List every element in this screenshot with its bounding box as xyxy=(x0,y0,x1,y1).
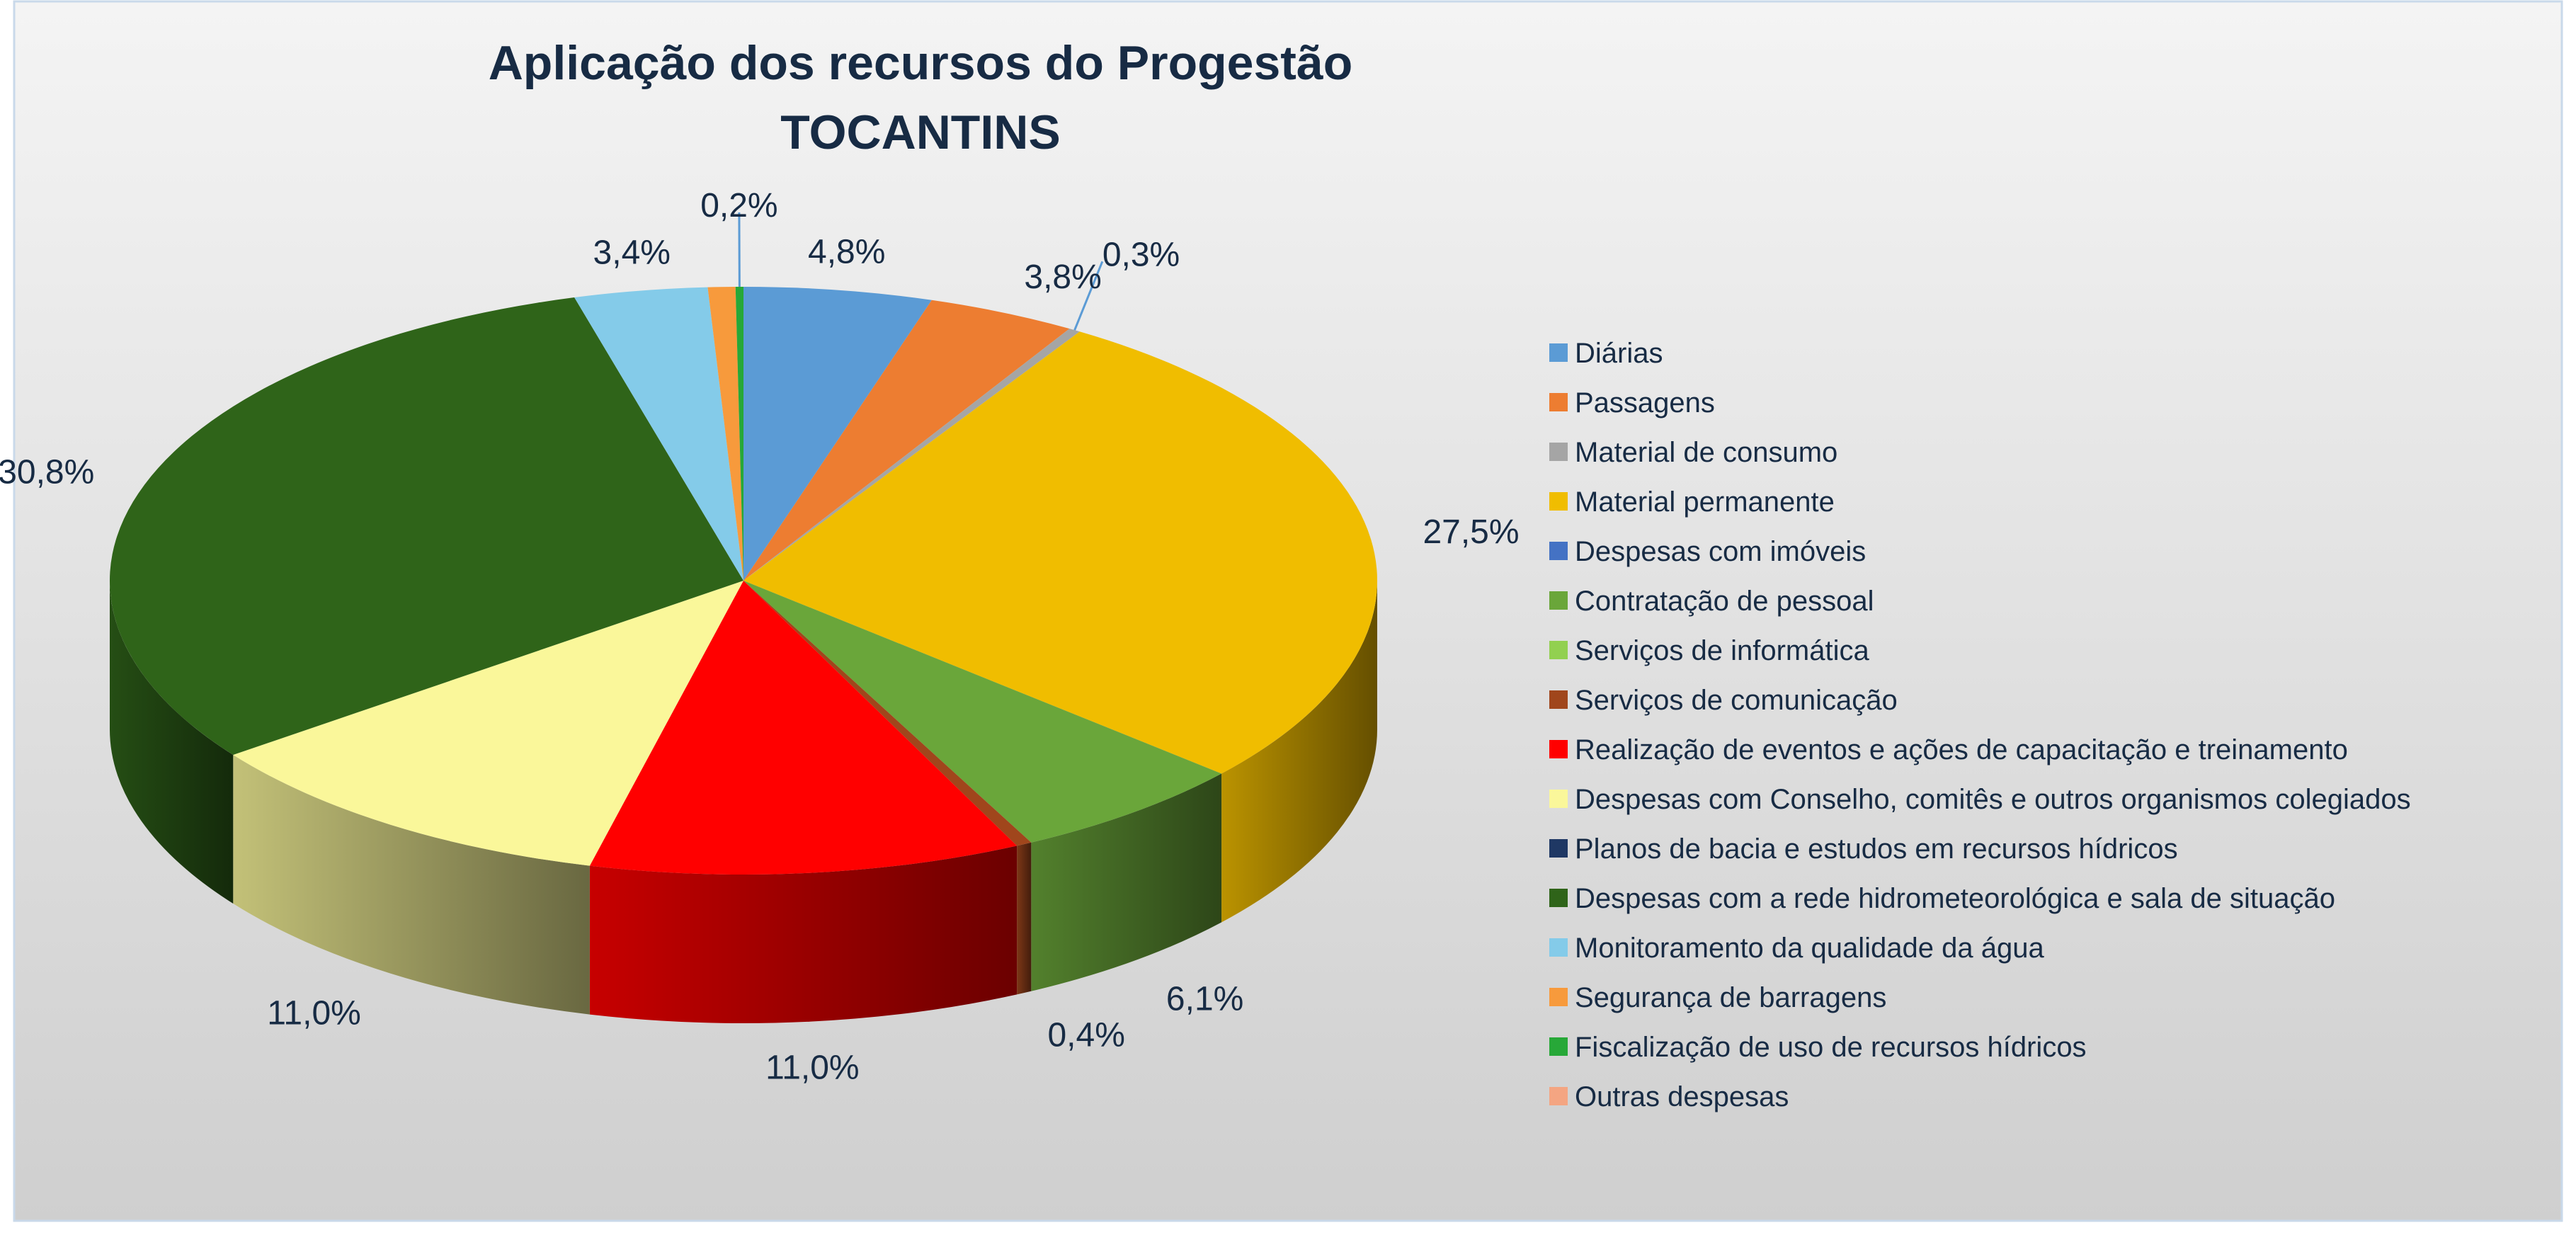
data-label-contratacao-de-pessoal: 6,1% xyxy=(1166,980,1243,1018)
data-label-despesas-com-a-rede-hidrometeorologica-e-sala-de-situacao: 30,8% xyxy=(0,453,94,491)
legend-swatch xyxy=(1549,690,1568,709)
pie-side-contratacao-de-pessoal xyxy=(1031,773,1222,991)
pie-slice-servicos-de-comunicacao xyxy=(743,581,1032,846)
legend: Diárias Passagens Material de consumo Mater… xyxy=(1549,338,2411,1112)
legend-item-despesas-com-a-rede-hidrometeorologica-e-sala-de-situacao: Despesas com a rede hidrometeorológica e… xyxy=(1549,883,2335,914)
pie-sides xyxy=(110,581,1377,1023)
data-label-material-permanente: 27,5% xyxy=(1423,513,1519,551)
pie-slice-despesas-com-conselho-comites-e-outros-organismos-colegiados xyxy=(233,581,743,866)
legend-swatch xyxy=(1549,988,1568,1006)
legend-label: Despesas com Conselho, comitês e outros … xyxy=(1575,784,2411,815)
pie-slice-monitoramento-da-qualidade-da-agua xyxy=(574,287,743,581)
legend-label: Material de consumo xyxy=(1575,437,1837,468)
legend-swatch xyxy=(1549,443,1568,461)
data-label-monitoramento-da-qualidade-da-agua: 3,4% xyxy=(593,234,671,271)
legend-item-contratacao-de-pessoal: Contratação de pessoal xyxy=(1549,586,1874,617)
pie-side-servicos-de-comunicacao xyxy=(1017,842,1032,995)
legend-label: Contratação de pessoal xyxy=(1575,586,1874,617)
legend-label: Despesas com a rede hidrometeorológica e… xyxy=(1575,883,2335,914)
data-label-servicos-de-comunicacao: 0,4% xyxy=(1047,1016,1124,1054)
legend-swatch xyxy=(1549,790,1568,808)
legend-label: Serviços de comunicação xyxy=(1575,685,1898,716)
pie-slice-diarias xyxy=(743,287,932,581)
legend-label: Segurança de barragens xyxy=(1575,982,1886,1013)
chart-title-line-2: TOCANTINS xyxy=(780,106,1060,159)
pie-slice-fiscalizacao-de-uso-de-recursos-hidricos xyxy=(735,287,743,581)
pie-slice-material-permanente xyxy=(743,331,1377,774)
legend-item-material-permanente: Material permanente xyxy=(1549,486,1835,518)
legend-label: Diárias xyxy=(1575,338,1663,369)
legend-swatch xyxy=(1549,1087,1568,1105)
legend-swatch xyxy=(1549,938,1568,957)
legend-item-realizacao-de-eventos-e-acoes-de-capacitacao-e-treinamento: Realização de eventos e ações de capacit… xyxy=(1549,734,2348,765)
data-label-despesas-com-conselho-comites-e-outros-organismos-colegiados: 11,0% xyxy=(267,994,361,1032)
legend-item-despesas-com-conselho-comites-e-outros-organismos-colegiados: Despesas com Conselho, comitês e outros … xyxy=(1549,784,2411,815)
pie-side-realizacao-de-eventos-e-acoes-de-capacitacao-e-treinamento xyxy=(589,845,1018,1023)
legend-item-diarias: Diárias xyxy=(1549,338,1663,369)
legend-item-passagens: Passagens xyxy=(1549,387,1715,418)
legend-swatch xyxy=(1549,839,1568,858)
legend-label: Planos de bacia e estudos em recursos hí… xyxy=(1575,833,2178,865)
legend-item-fiscalizacao-de-uso-de-recursos-hidricos: Fiscalização de uso de recursos hídricos xyxy=(1549,1032,2087,1063)
legend-label: Outras despesas xyxy=(1575,1081,1789,1112)
pie-slice-despesas-com-a-rede-hidrometeorologica-e-sala-de-situacao xyxy=(109,297,744,756)
legend-item-outras-despesas: Outras despesas xyxy=(1549,1081,1789,1112)
legend-swatch xyxy=(1549,1037,1568,1056)
legend-label: Realização de eventos e ações de capacit… xyxy=(1575,734,2348,765)
legend-item-seguranca-de-barragens: Segurança de barragens xyxy=(1549,982,1886,1013)
legend-swatch xyxy=(1549,492,1568,511)
legend-item-monitoramento-da-qualidade-da-agua: Monitoramento da qualidade da água xyxy=(1549,933,2044,964)
data-label-fiscalizacao-de-uso-de-recursos-hidricos: 0,2% xyxy=(700,187,777,224)
pie-slice-contratacao-de-pessoal xyxy=(743,581,1222,843)
legend-label: Fiscalização de uso de recursos hídricos xyxy=(1575,1032,2087,1063)
legend-item-servicos-de-informatica: Serviços de informática xyxy=(1549,635,1869,666)
pie-side-despesas-com-a-rede-hidrometeorologica-e-sala-de-situacao xyxy=(110,581,234,904)
chart-title-line-1: Aplicação dos recursos do Progestão xyxy=(489,36,1353,90)
legend-label: Passagens xyxy=(1575,387,1715,418)
pie-slice-seguranca-de-barragens xyxy=(707,287,743,581)
legend-swatch xyxy=(1549,641,1568,659)
legend-swatch xyxy=(1549,740,1568,758)
pie-leader-lines xyxy=(738,212,1104,331)
legend-label: Monitoramento da qualidade da água xyxy=(1575,933,2044,964)
pie-side-material-permanente xyxy=(1221,581,1377,923)
pie-data-labels: 4,8% 3,8%0,3% 27,5% 6,1% 0,4% 11,0% 11,0% 30,8%… xyxy=(0,187,1520,1087)
legend-swatch xyxy=(1549,889,1568,907)
legend-swatch xyxy=(1549,343,1568,362)
legend-label: Serviços de informática xyxy=(1575,635,1869,666)
pie-side-despesas-com-conselho-comites-e-outros-organismos-colegiados xyxy=(233,755,590,1015)
legend-label: Despesas com imóveis xyxy=(1575,536,1866,567)
legend-item-planos-de-bacia-e-estudos-em-recursos-hidricos: Planos de bacia e estudos em recursos hí… xyxy=(1549,833,2178,865)
legend-swatch xyxy=(1549,542,1568,560)
legend-swatch xyxy=(1549,393,1568,411)
data-label-material-de-consumo: 0,3% xyxy=(1102,236,1180,273)
legend-label: Material permanente xyxy=(1575,486,1835,518)
data-label-passagens: 3,8% xyxy=(1024,258,1101,296)
pie-slice-passagens xyxy=(743,300,1070,581)
legend-item-material-de-consumo: Material de consumo xyxy=(1549,437,1837,468)
data-label-diarias: 4,8% xyxy=(808,233,885,271)
pie-slice-material-de-consumo xyxy=(743,329,1080,581)
leader-line xyxy=(1073,261,1104,331)
data-label-realizacao-de-eventos-e-acoes-de-capacitacao-e-treinamento: 11,0% xyxy=(765,1049,860,1087)
legend-item-despesas-com-imoveis: Despesas com imóveis xyxy=(1549,536,1866,567)
pie-slice-realizacao-de-eventos-e-acoes-de-capacitacao-e-treinamento xyxy=(589,581,1018,875)
legend-item-servicos-de-comunicacao: Serviços de comunicação xyxy=(1549,685,1898,716)
pie-tops xyxy=(109,287,1377,875)
legend-swatch xyxy=(1549,591,1568,610)
